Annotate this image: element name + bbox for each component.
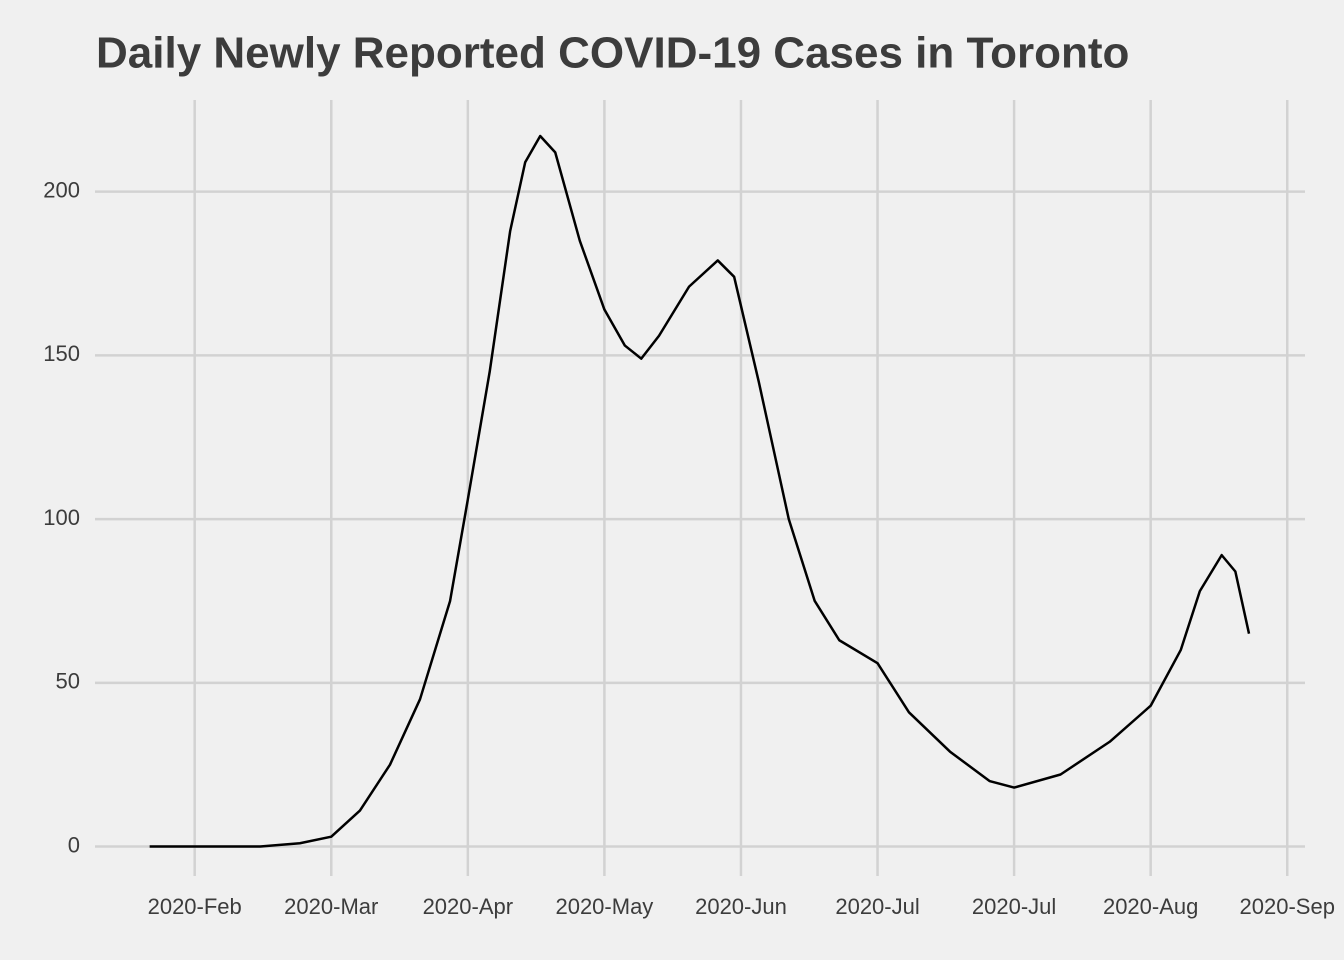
x-tick-label: 2020-Jun [695,894,787,919]
x-tick-label: 2020-Jul [835,894,919,919]
x-tick-label: 2020-May [555,894,653,919]
x-tick-label: 2020-Sep [1240,894,1335,919]
y-tick-label: 200 [43,177,80,202]
y-tick-label: 100 [43,505,80,530]
data-line [149,134,1251,848]
y-tick-label: 150 [43,341,80,366]
y-tick-label: 0 [68,832,80,857]
y-tick-label: 50 [56,669,80,694]
x-tick-label: 2020-Feb [148,894,242,919]
x-tick-label: 2020-Jul [972,894,1056,919]
x-tick-label: 2020-Apr [423,894,514,919]
chart-title: Daily Newly Reported COVID-19 Cases in T… [96,29,1129,78]
x-tick-label: 2020-Aug [1103,894,1198,919]
x-tick-label: 2020-Mar [284,894,378,919]
